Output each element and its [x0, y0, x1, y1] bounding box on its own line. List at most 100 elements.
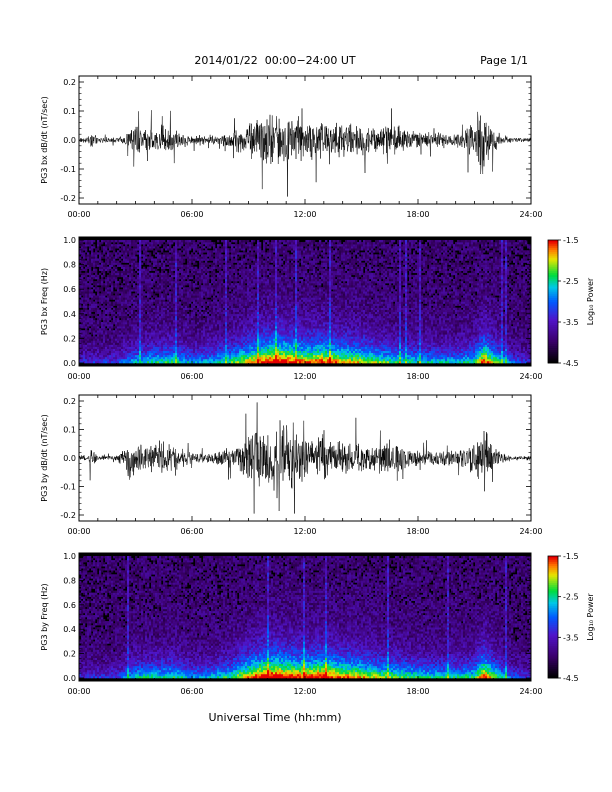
panel-bx-spectrogram-cell — [169, 283, 172, 286]
panel-bx-spectrogram-cell — [121, 336, 124, 339]
panel-bx-spectrogram-cell — [167, 303, 170, 306]
panel-bx-spectrogram-cell — [83, 303, 86, 306]
panel-bx-spectrogram-cell — [105, 260, 108, 263]
panel-bx-spectrogram-cell — [145, 303, 148, 306]
panel-bx-spectrogram-cell — [229, 287, 232, 290]
panel-bx-spectrogram-cell — [111, 281, 114, 284]
panel-bx-spectrogram-cell — [121, 260, 124, 263]
panel-bx-spectrogram-cell — [85, 303, 88, 306]
panel-bx-spectrogram-cell — [111, 297, 114, 300]
panel-bx-spectrogram-cell — [171, 295, 174, 298]
panel-bx-spectrogram-cell — [159, 315, 162, 319]
panel-bx-spectrogram-cell — [241, 244, 244, 247]
panel-bx-spectrogram-cell — [155, 248, 158, 251]
panel-bx-spectrogram-cell — [227, 303, 230, 306]
panel-bx-spectrogram-cell — [253, 344, 256, 347]
panel-bx-spectrogram-cell — [105, 276, 108, 280]
panel-bx-spectrogram-cell — [79, 303, 82, 306]
panel-bx-spectrogram-cell — [119, 252, 122, 255]
panel-bx-spectrogram-cell — [83, 262, 86, 265]
panel-bx-spectrogram-cell — [195, 301, 198, 304]
panel-bx-spectrogram-cell — [133, 276, 136, 280]
panel-bx-spectrogram-cell — [167, 299, 170, 302]
panel-bx-spectrogram-cell — [183, 330, 186, 333]
panel-bx-spectrogram-cell — [125, 254, 128, 257]
panel-bx-spectrogram-cell — [117, 291, 120, 294]
panel-bx-spectrogram-cell — [107, 322, 110, 325]
panel-bx-spectrogram-cell — [159, 326, 162, 329]
panel-bx-spectrogram-cell — [201, 266, 204, 269]
panel-bx-spectrogram-cell — [175, 332, 178, 335]
panel-bx-spectrogram-cell — [219, 268, 222, 272]
panel-bx-spectrogram-cell — [233, 297, 236, 300]
panel-bx-spectrogram-cell — [207, 309, 210, 313]
panel-bx-spectrogram-cell — [91, 332, 94, 335]
panel-bx-spectrogram-cell — [223, 272, 226, 276]
panel-bx-spectrogram-cell — [103, 348, 106, 351]
panel-bx-spectrogram-cell — [137, 297, 140, 300]
panel-bx-spectrogram-cell — [229, 297, 232, 300]
panel-bx-spectrogram-cell — [99, 324, 102, 327]
panel-bx-spectrogram-cell — [161, 309, 164, 313]
panel-bx-spectrogram-cell — [179, 309, 182, 313]
panel-bx-spectrogram-cell — [245, 272, 248, 276]
panel-bx-spectrogram-cell — [241, 293, 244, 296]
panel-bx-spectrogram-cell — [253, 285, 256, 288]
panel-bx-spectrogram-cell — [197, 317, 200, 321]
panel-bx-spectrogram-cell — [119, 346, 122, 349]
panel-bx-spectrogram-cell — [185, 301, 188, 304]
panel-bx-spectrogram-cell — [253, 342, 256, 345]
panel-bx-spectrogram-cell — [143, 256, 146, 259]
panel-bx-spectrogram-cell — [89, 317, 92, 321]
panel-bx-spectrogram-cell — [121, 358, 124, 362]
panel-bx-spectrogram-cell — [235, 356, 238, 360]
panel-bx-spectrogram-cell — [139, 301, 142, 304]
panel-bx-spectrogram-cell — [247, 356, 250, 360]
panel-bx-spectrogram-cell — [113, 322, 116, 325]
panel-bx-spectrogram-cell — [153, 268, 156, 272]
panel-bx-spectrogram-cell — [181, 336, 184, 339]
panel-bx-spectrogram-cell — [215, 303, 218, 306]
panel-bx-spectrogram-cell — [149, 254, 152, 257]
panel-bx-spectrogram-cell — [207, 283, 210, 286]
panel-bx-spectrogram-cell — [127, 289, 130, 292]
panel-bx-spectrogram-cell — [215, 307, 218, 310]
panel-bx-spectrogram-cell — [203, 246, 206, 249]
panel-bx-spectrogram-cell — [115, 319, 118, 323]
panel-bx-spectrogram-cell — [133, 340, 136, 343]
panel-bx-spectrogram-cell — [223, 291, 226, 294]
panel-bx-spectrogram-cell — [99, 303, 102, 306]
panel-bx-spectrogram-cell — [101, 266, 104, 269]
panel-bx-spectrogram-cell — [225, 350, 228, 354]
panel-bx-spectrogram-cell — [253, 324, 256, 327]
panel-bx-spectrogram-cell — [175, 324, 178, 327]
panel-bx-spectrogram-cell — [197, 272, 200, 276]
panel-bx-spectrogram-cell — [181, 254, 184, 257]
panel-bx-spectrogram-cell — [153, 246, 156, 249]
panel-bx-spectrogram-cell — [141, 330, 144, 333]
panel-bx-spectrogram-cell — [185, 305, 188, 308]
panel-bx-spectrogram-cell — [229, 348, 232, 351]
panel-bx-spectrogram-cell — [139, 319, 142, 323]
panel-bx-spectrogram-cell — [177, 250, 180, 253]
panel-bx-spectrogram-cell — [195, 262, 198, 265]
panel-bx-spectrogram-cell — [251, 303, 254, 306]
panel-bx-spectrogram-cell — [131, 276, 134, 280]
panel-bx-spectrogram-cell — [237, 338, 240, 341]
panel-bx-spectrogram-cell — [217, 295, 220, 298]
panel-bx-spectrogram-cell — [187, 334, 190, 337]
panel-bx-spectrogram-cell — [209, 336, 212, 339]
panel-bx-spectrogram-cell — [253, 248, 256, 251]
panel-bx-spectrogram-cell — [235, 303, 238, 306]
panel-bx-spectrogram-cell — [237, 344, 240, 347]
panel-bx-spectrogram-cell — [167, 262, 170, 265]
panel-bx-spectrogram-cell — [191, 258, 194, 261]
panel-bx-spectrogram-cell — [223, 248, 226, 251]
panel-bx-spectrogram-cell — [217, 319, 220, 323]
panel-bx-spectrogram-cell — [225, 293, 228, 296]
panel-bx-spectrogram-cell — [85, 285, 88, 288]
panel-bx-spectrogram-cell — [177, 336, 180, 339]
panel-bx-spectrogram-cell — [155, 303, 158, 306]
panel-bx-spectrogram-cell — [99, 299, 102, 302]
panel-bx-spectrogram-cell — [129, 295, 132, 298]
